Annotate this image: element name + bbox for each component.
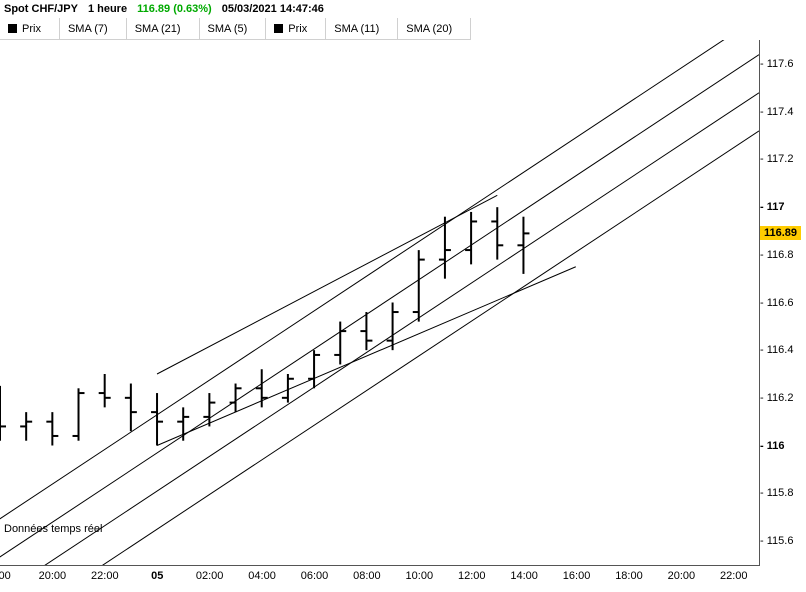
legend-label: SMA (5) (208, 23, 248, 35)
legend-label: SMA (11) (334, 23, 379, 35)
interval-label: 1 heure (88, 3, 127, 15)
price-label: 116.89 (0.63%) (137, 3, 212, 15)
legend-item[interactable]: SMA (20) (398, 18, 471, 40)
chart-svg (0, 40, 759, 565)
data-source-note: Données temps réel (4, 523, 102, 535)
x-tick-label: 18:00 (615, 570, 643, 582)
x-tick-label: 04:00 (248, 570, 276, 582)
x-tick-label: 16:00 (563, 570, 591, 582)
y-tick-label: 116.6 (760, 297, 793, 309)
legend-swatch-icon (8, 24, 17, 33)
legend-label: SMA (20) (406, 23, 452, 35)
legend-label: SMA (21) (135, 23, 181, 35)
x-tick-label: 20:00 (668, 570, 696, 582)
x-tick-label: 22:00 (720, 570, 748, 582)
legend-label: Prix (22, 23, 41, 35)
x-tick-label: 05 (151, 570, 163, 582)
legend-item[interactable]: SMA (5) (200, 18, 267, 40)
y-tick-label: 116.8 (760, 249, 793, 261)
x-tick-label: 8:00 (0, 570, 11, 582)
legend-label: SMA (7) (68, 23, 108, 35)
y-tick-label: 117.4 (760, 106, 793, 118)
chart-legend: Prix SMA (7) SMA (21) SMA (5) Prix SMA (11) SM… (0, 18, 471, 40)
legend-swatch-icon (274, 24, 283, 33)
x-tick-label: 22:00 (91, 570, 119, 582)
y-tick-label: 116.2 (760, 392, 793, 404)
y-axis: 115.6 115.8 116 116.2 116.4 116.6 116.8 117 117.… (760, 40, 806, 565)
x-tick-label: 02:00 (196, 570, 224, 582)
legend-label: Prix (288, 23, 307, 35)
x-tick-label: 20:00 (39, 570, 67, 582)
y-tick-label: 117.2 (760, 153, 793, 165)
price-value: 116.89 (137, 3, 170, 15)
y-tick-label: 115.6 (760, 535, 793, 547)
x-tick-label: 08:00 (353, 570, 381, 582)
timestamp-label: 05/03/2021 14:47:46 (222, 3, 324, 15)
x-axis: 8:00 20:00 22:00 05 02:00 04:00 06:00 08:00 10:0… (0, 565, 760, 592)
legend-item[interactable]: SMA (21) (127, 18, 200, 40)
x-tick-label: 10:00 (406, 570, 434, 582)
legend-item[interactable]: SMA (7) (60, 18, 127, 40)
current-price-tag: 116.89 (760, 226, 801, 240)
x-tick-label: 12:00 (458, 570, 486, 582)
change-pct: (0.63%) (173, 3, 212, 15)
y-tick-label: 116 (760, 440, 784, 452)
y-tick-label: 115.8 (760, 487, 793, 499)
chart-plot-area[interactable]: Données temps réel (0, 40, 760, 565)
legend-item[interactable]: Prix (266, 18, 326, 40)
legend-item[interactable]: SMA (11) (326, 18, 398, 40)
symbol-label: Spot CHF/JPY (4, 3, 78, 15)
y-tick-label: 116.4 (760, 344, 793, 356)
x-tick-label: 14:00 (510, 570, 538, 582)
y-tick-label: 117.6 (760, 58, 793, 70)
y-tick-label: 117 (760, 201, 784, 213)
chart-header: Spot CHF/JPY 1 heure 116.89 (0.63%) 05/0… (0, 0, 806, 18)
legend-item[interactable]: Prix (0, 18, 60, 40)
x-tick-label: 06:00 (301, 570, 329, 582)
